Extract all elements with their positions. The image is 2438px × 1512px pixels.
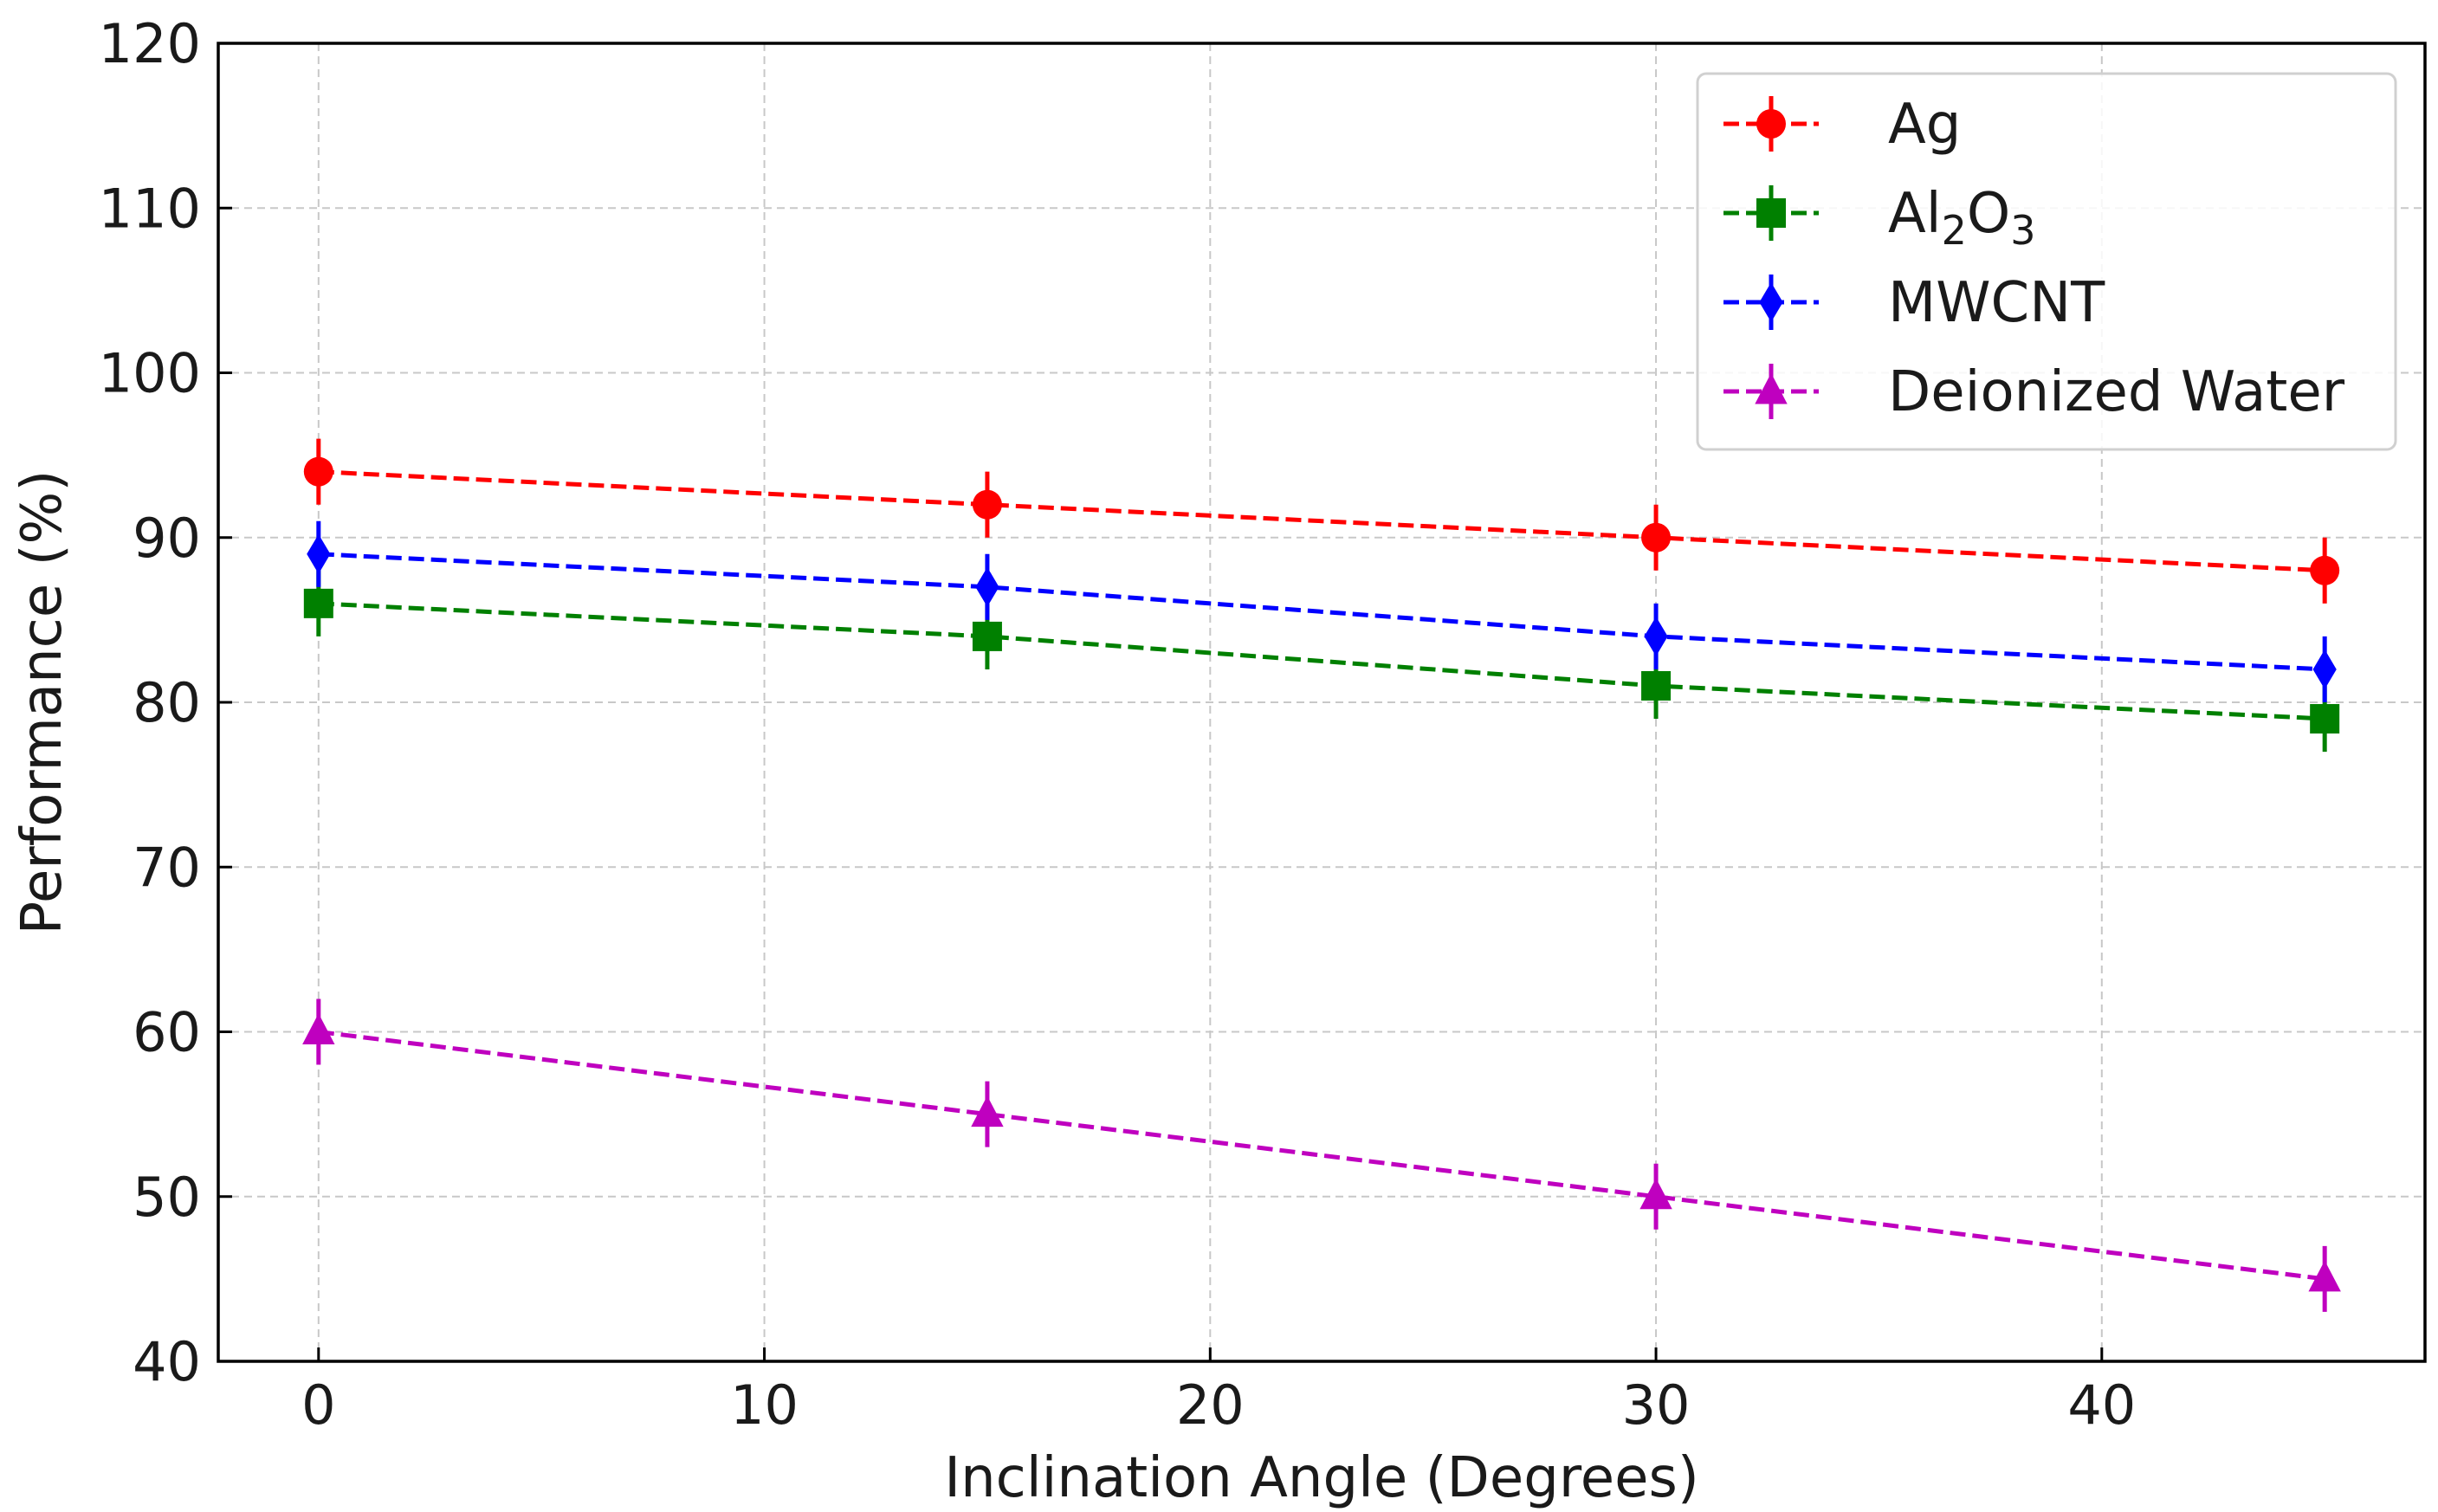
legend-label-part: MWCNT [1888,271,2105,335]
series-deionized-water [302,998,2341,1312]
y-axis-label: Performance (%) [10,470,74,935]
legend-label-part: O [1967,182,2010,246]
data-point [303,588,333,618]
series-line [318,552,2325,672]
data-point [1644,616,1668,656]
data-point [302,1013,335,1044]
series-mwcnt [307,520,2337,702]
series-line [318,469,2325,573]
y-tick-label: 100 [99,342,201,405]
data-point [1639,1178,1672,1210]
y-tick-label: 70 [133,836,201,899]
data-point [1641,522,1672,552]
series-al2o3 [303,570,2340,753]
legend-item: Ag [1723,93,1961,157]
legend-item: Deionized Water [1723,360,2345,424]
y-tick-label: 50 [133,1166,201,1229]
legend-label-part: Deionized Water [1888,360,2345,424]
data-point [1755,372,1788,404]
x-axis-label: Inclination Angle (Degrees) [944,1446,1699,1510]
series-layer [302,438,2341,1312]
data-point [2308,1260,2341,1292]
data-point [1756,198,1786,228]
series-ag [303,438,2340,604]
data-point [1759,282,1783,322]
data-point [2312,649,2337,689]
y-tick-label: 110 [99,177,201,240]
data-point [2310,704,2340,734]
x-tick-label: 0 [301,1373,335,1437]
legend-label-part: 3 [2010,207,2035,254]
x-tick-label: 10 [730,1373,799,1437]
y-tick-label: 40 [133,1330,201,1393]
y-tick-label: 60 [133,1001,201,1064]
data-point [972,489,1002,520]
x-tick-label: 40 [2067,1373,2136,1437]
legend-label-part: 2 [1942,207,1967,254]
series-line [318,601,2325,721]
data-point [971,1095,1004,1128]
legend-label: Al2O3 [1888,182,2036,254]
y-tick-label: 80 [133,671,201,734]
x-tick-label: 20 [1176,1373,1245,1437]
axis-ticks: 0 10 20 30 40 40 50 60 70 80 90 100 110 120 [99,12,2137,1437]
y-tick-label: 120 [99,12,201,75]
legend-label-part: Al [1888,182,1942,246]
legend-label: MWCNT [1888,271,2105,335]
legend-label: Ag [1888,93,1961,157]
y-tick-label: 90 [133,507,201,570]
series-line [318,1030,2325,1282]
data-point [303,456,333,487]
legend: Ag Al2O3 MWCNT Deionized Water [1696,72,2397,451]
legend-item: Al2O3 [1723,182,2036,254]
data-point [2310,555,2340,585]
x-tick-label: 30 [1622,1373,1691,1437]
legend-label: Deionized Water [1888,360,2345,424]
data-point [1756,109,1786,139]
legend-item: MWCNT [1723,271,2105,335]
data-point [972,621,1002,651]
data-point [1641,670,1672,701]
data-point [975,566,999,607]
legend-label-part: Ag [1888,93,1961,157]
legend-box [1696,72,2397,451]
data-point [307,533,331,574]
